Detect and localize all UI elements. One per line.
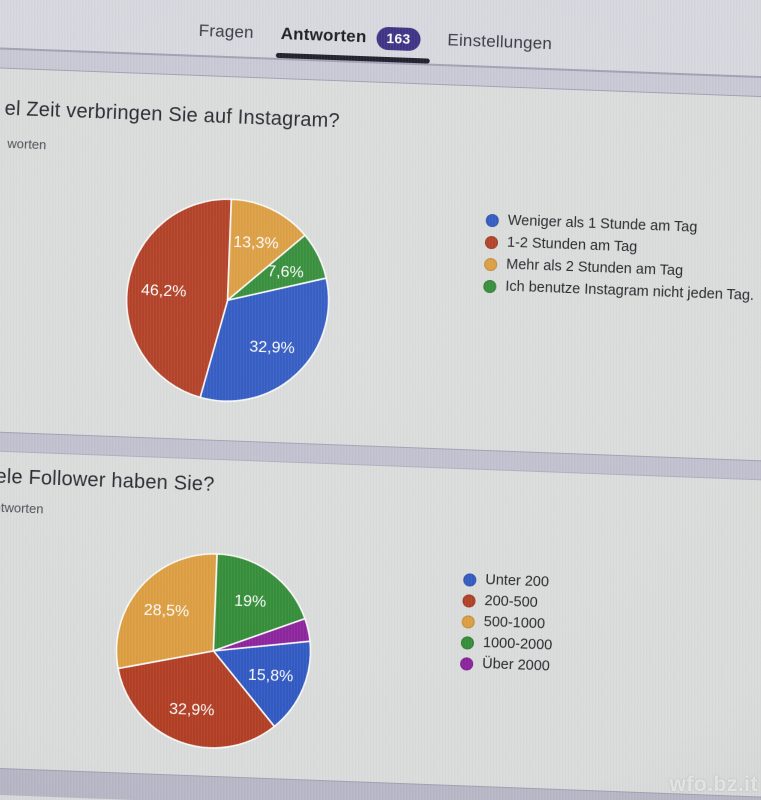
legend-label: Über 2000	[481, 656, 551, 675]
question-1-responses-label: worten	[7, 135, 47, 153]
pie-chart-question-2[interactable]: 15,8% 32,9% 28,5% 19%	[109, 546, 318, 755]
legend-color-dot	[460, 636, 475, 650]
legend-label: Mehr als 2 Stunden am Tag	[505, 256, 684, 280]
legend-item: Ich benutze Instagram nicht jeden Tag.	[483, 278, 754, 305]
legend-label: 1-2 Stunden am Tag	[506, 234, 638, 256]
pie-slice-label: 32,9%	[169, 701, 215, 720]
legend-label: Ich benutze Instagram nicht jeden Tag.	[505, 278, 755, 304]
legend-label: 500-1000	[483, 614, 546, 633]
legend-color-dot	[461, 615, 475, 629]
legend-item: Unter 200	[463, 571, 555, 591]
legend-color-dot	[484, 235, 499, 250]
tab-label: Fragen	[198, 21, 255, 43]
pie-slice-label: 7,6%	[267, 263, 304, 281]
pie-slice-label: 32,9%	[249, 339, 295, 358]
responses-count-badge: 163	[376, 26, 421, 52]
legend-color-dot	[483, 279, 497, 294]
legend-item: 1000-2000	[460, 634, 553, 654]
pie-slice-label: 13,3%	[233, 234, 279, 253]
legend-color-dot	[462, 594, 476, 608]
legend-label: 200-500	[484, 593, 539, 612]
legend-label: Unter 200	[485, 572, 550, 591]
legend-color-dot	[485, 213, 500, 228]
legend-label: 1000-2000	[482, 635, 553, 654]
legend-question-2: Unter 200 200-500 500-1000 1000-2000 Über 20…	[459, 571, 555, 679]
legend-color-dot	[463, 573, 477, 587]
pie-slice-label: 15,8%	[248, 667, 294, 686]
tab-label: Antworten	[280, 24, 367, 47]
pie-slice-label: 46,2%	[141, 282, 187, 301]
legend-item: Über 2000	[459, 655, 552, 675]
legend-item: 500-1000	[461, 613, 553, 633]
tab-einstellungen[interactable]: Einstellungen	[447, 31, 552, 55]
pie-chart-question-1[interactable]: 32,9% 46,2% 13,3% 7,6%	[119, 191, 337, 409]
legend-color-dot	[483, 257, 498, 272]
tab-label: Einstellungen	[447, 30, 553, 54]
question-2-responses-label: ntworten	[0, 499, 44, 517]
legend-item: 200-500	[462, 592, 554, 612]
legend-question-1: Weniger als 1 Stunde am Tag 1-2 Stunden a…	[483, 212, 757, 310]
tab-fragen[interactable]: Fragen	[198, 21, 254, 43]
legend-color-dot	[459, 657, 474, 671]
pie-slice-label: 19%	[234, 593, 267, 611]
pie-slice-label: 28,5%	[144, 602, 190, 621]
